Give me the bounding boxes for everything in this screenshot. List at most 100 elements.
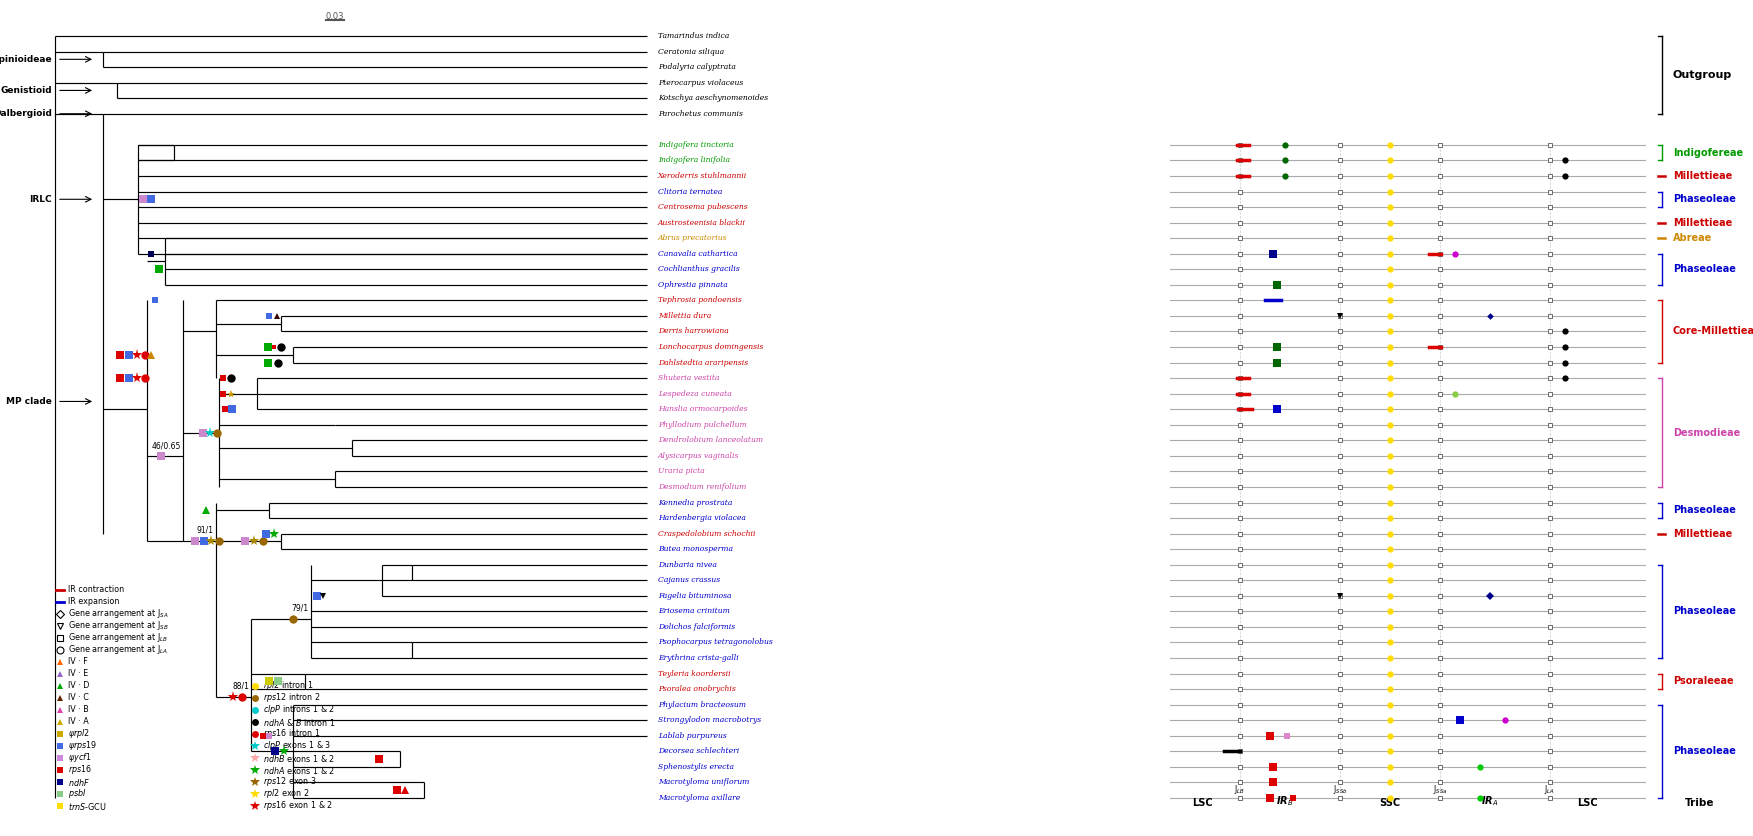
Text: Dahlstedtia araripensis: Dahlstedtia araripensis	[657, 359, 749, 366]
Text: MP clade: MP clade	[5, 397, 53, 406]
Text: Millettieae: Millettieae	[1672, 171, 1732, 181]
Text: Millettieae: Millettieae	[1672, 528, 1732, 538]
Text: $\it{ndhB}$ exons 1 & 2: $\it{ndhB}$ exons 1 & 2	[263, 752, 335, 763]
Text: Millettia dura: Millettia dura	[657, 312, 712, 320]
Text: $\psi$$\it{ycf1}$: $\psi$$\it{ycf1}$	[68, 752, 91, 764]
Text: 79/1: 79/1	[291, 604, 309, 613]
Text: IR contraction: IR contraction	[68, 585, 124, 594]
Text: IV · A: IV · A	[68, 717, 89, 726]
Text: Macrotyloma uniflorum: Macrotyloma uniflorum	[657, 778, 749, 787]
Text: Lonchocarpus domingensis: Lonchocarpus domingensis	[657, 343, 763, 351]
Text: $\it{rpl2}$ exon 2: $\it{rpl2}$ exon 2	[263, 788, 310, 801]
Text: Cochlianthus gracilis: Cochlianthus gracilis	[657, 265, 740, 273]
Text: Eriosema crinitum: Eriosema crinitum	[657, 608, 729, 615]
Text: $\psi$$\it{rpl2}$: $\psi$$\it{rpl2}$	[68, 727, 89, 741]
Text: 88/1: 88/1	[233, 681, 249, 691]
Text: $\it{rps16}$: $\it{rps16}$	[68, 763, 93, 777]
Text: Kennedia prostrata: Kennedia prostrata	[657, 498, 733, 507]
Text: Outgroup: Outgroup	[1672, 70, 1732, 80]
Text: Caesalpinioideae: Caesalpinioideae	[0, 55, 53, 64]
Text: 91/1: 91/1	[196, 526, 214, 535]
Text: Tribe: Tribe	[1685, 798, 1714, 808]
Text: Alysicarpus vaginalis: Alysicarpus vaginalis	[657, 452, 740, 460]
Text: Desmodium renifolium: Desmodium renifolium	[657, 483, 747, 491]
Text: J$_{LA}$: J$_{LA}$	[1544, 783, 1555, 796]
Text: Lablab purpureus: Lablab purpureus	[657, 732, 727, 740]
Text: $\it{rpl2}$ intron 1: $\it{rpl2}$ intron 1	[263, 680, 314, 692]
Text: Dalbergioid: Dalbergioid	[0, 110, 53, 118]
Text: Tephrosia pondoensis: Tephrosia pondoensis	[657, 297, 742, 304]
Text: Erythrina crista-galli: Erythrina crista-galli	[657, 654, 738, 662]
Text: Indigofera tinctoria: Indigofera tinctoria	[657, 140, 735, 149]
Text: LSC: LSC	[1192, 798, 1213, 808]
Text: Dendrolobium lanceolatum: Dendrolobium lanceolatum	[657, 436, 763, 444]
Text: $\it{trnS}$-GCU: $\it{trnS}$-GCU	[68, 801, 107, 812]
Text: Psoralea onobrychis: Psoralea onobrychis	[657, 686, 736, 693]
Text: Core-Millettieae: Core-Millettieae	[1672, 327, 1753, 336]
Text: IV · C: IV · C	[68, 694, 89, 702]
Text: Gene arrangement at J$_{LB}$: Gene arrangement at J$_{LB}$	[68, 631, 168, 645]
Text: Parochetus communis: Parochetus communis	[657, 110, 743, 118]
Text: Abrus precatorius: Abrus precatorius	[657, 234, 727, 242]
Text: 0.03: 0.03	[326, 13, 344, 22]
Text: IRLC: IRLC	[30, 195, 53, 204]
Text: Fagelia bituminosa: Fagelia bituminosa	[657, 592, 731, 600]
Text: Cajanus crassus: Cajanus crassus	[657, 576, 720, 584]
Text: Clitoria ternatea: Clitoria ternatea	[657, 187, 722, 196]
Text: Macrotyloma axillare: Macrotyloma axillare	[657, 794, 740, 802]
Text: Phaseoleae: Phaseoleae	[1672, 606, 1735, 616]
Text: $\it{rps12}$ intron 2: $\it{rps12}$ intron 2	[263, 691, 321, 705]
Text: Xeroderris stuhlmannii: Xeroderris stuhlmannii	[657, 172, 747, 180]
Text: Indigofera linifolia: Indigofera linifolia	[657, 156, 729, 165]
Text: 46/0.65: 46/0.65	[151, 441, 181, 451]
Text: $\it{ndhA}$ exons 1 & 2: $\it{ndhA}$ exons 1 & 2	[263, 764, 335, 776]
Text: Abreae: Abreae	[1672, 233, 1713, 243]
Text: Gene arrangement at J$_{LA}$: Gene arrangement at J$_{LA}$	[68, 644, 168, 656]
Text: Phaseoleae: Phaseoleae	[1672, 747, 1735, 757]
Text: $\it{rps16}$ exon 1 & 2: $\it{rps16}$ exon 1 & 2	[263, 799, 333, 813]
Text: Tamarindus indica: Tamarindus indica	[657, 32, 729, 40]
Text: Psophocarpus tetragonolobus: Psophocarpus tetragonolobus	[657, 639, 773, 646]
Text: Desmodieae: Desmodieae	[1672, 427, 1741, 437]
Text: SSC: SSC	[1380, 798, 1401, 808]
Text: Hanslia ormocarpoides: Hanslia ormocarpoides	[657, 405, 747, 413]
Text: Hardenbergia violacea: Hardenbergia violacea	[657, 514, 745, 522]
Text: Gene arrangement at J$_{SB}$: Gene arrangement at J$_{SB}$	[68, 619, 168, 633]
Text: Teyleria koordersii: Teyleria koordersii	[657, 670, 731, 678]
Text: Genistioid: Genistioid	[0, 86, 53, 95]
Text: IR$_A$: IR$_A$	[1481, 794, 1499, 808]
Text: $\it{ndhF}$: $\it{ndhF}$	[68, 777, 89, 788]
Text: Phaseoleae: Phaseoleae	[1672, 505, 1735, 515]
Text: IV · D: IV · D	[68, 681, 89, 691]
Text: Canavalia cathartica: Canavalia cathartica	[657, 250, 738, 257]
Text: Craspedolobium schochii: Craspedolobium schochii	[657, 530, 756, 538]
Text: Sphenostylis erecta: Sphenostylis erecta	[657, 763, 735, 771]
Text: $\psi$$\it{rps19}$: $\psi$$\it{rps19}$	[68, 740, 98, 752]
Text: Psoraleeae: Psoraleeae	[1672, 676, 1734, 686]
Text: Gene arrangement at J$_{SA}$: Gene arrangement at J$_{SA}$	[68, 608, 168, 620]
Text: Podalyria calyptrata: Podalyria calyptrata	[657, 63, 736, 71]
Text: $\it{ndh A}$ & $\it{B}$ intron 1: $\it{ndh A}$ & $\it{B}$ intron 1	[263, 716, 335, 727]
Text: J$_{SSb}$: J$_{SSb}$	[1332, 783, 1348, 796]
Text: Centrosema pubescens: Centrosema pubescens	[657, 203, 747, 211]
Text: Strongylodon macrobotrys: Strongylodon macrobotrys	[657, 716, 761, 724]
Text: IR expansion: IR expansion	[68, 598, 119, 606]
Text: Indigofereae: Indigofereae	[1672, 148, 1742, 158]
Text: Phyllodium pulchellum: Phyllodium pulchellum	[657, 421, 747, 429]
Text: J$_{LB}$: J$_{LB}$	[1234, 783, 1246, 796]
Text: $\it{rps12}$ exon 3: $\it{rps12}$ exon 3	[263, 776, 317, 788]
Text: IV · B: IV · B	[68, 706, 89, 715]
Text: $\it{clpP}$ introns 1 & 2: $\it{clpP}$ introns 1 & 2	[263, 704, 335, 716]
Text: Austrosteenisia blackii: Austrosteenisia blackii	[657, 218, 747, 227]
Text: Dunbaria nivea: Dunbaria nivea	[657, 561, 717, 568]
Text: J$_{SSa}$: J$_{SSa}$	[1432, 783, 1448, 796]
Text: IR$_B$: IR$_B$	[1276, 794, 1294, 808]
Text: Ophrestia pinnata: Ophrestia pinnata	[657, 281, 727, 288]
Text: Ceratonia siliqua: Ceratonia siliqua	[657, 48, 724, 55]
Text: Millettieae: Millettieae	[1672, 217, 1732, 227]
Text: IV · E: IV · E	[68, 670, 88, 679]
Text: Derris harrowiana: Derris harrowiana	[657, 328, 729, 335]
Text: Pterocarpus violaceus: Pterocarpus violaceus	[657, 79, 743, 87]
Text: Lespedeza cuneata: Lespedeza cuneata	[657, 390, 731, 398]
Text: $\it{rps16}$ intron 1: $\it{rps16}$ intron 1	[263, 727, 321, 741]
